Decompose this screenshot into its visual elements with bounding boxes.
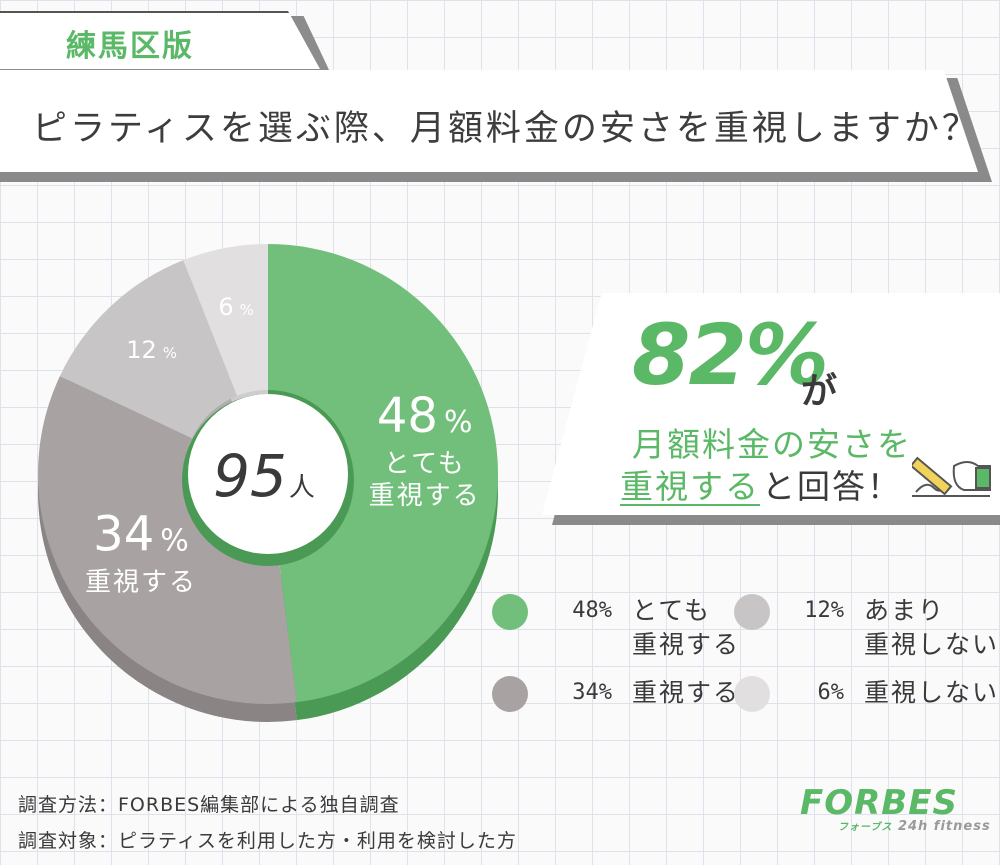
donut-slice (183, 244, 268, 396)
legend-label: 重視する (632, 678, 741, 707)
pencil-hand-icon (912, 456, 991, 497)
legend-item-not-important: 6% 重視しない (734, 676, 999, 712)
legend-label: あまり 重視しない (864, 594, 999, 662)
survey-target: 調査対象：ピラティスを利用した方・利用を検討した方 (18, 830, 517, 852)
legend-label-line: 重視する (632, 630, 741, 659)
callout-line-2-rest: と回答！ (762, 467, 902, 506)
legend-label-line: 重視しない (864, 630, 1000, 659)
legend-swatch (734, 594, 770, 630)
slice-percentage-label: 48% (377, 388, 473, 444)
slice-category-label: とても (384, 449, 466, 479)
slice-percentage-label: 34% (93, 506, 189, 562)
legend-item-very-important: 48% とても 重視する (492, 594, 740, 662)
question-title: ピラティスを選ぶ際、月額料金の安さを重視しますか？ (32, 109, 980, 149)
legend-swatch (492, 676, 528, 712)
legend-swatch (492, 594, 528, 630)
legend-item-important: 34% 重視する (492, 676, 740, 712)
legend-percentage: 12% (804, 598, 844, 623)
slice-category-label: 重視する (369, 481, 481, 511)
forbes-logo: FORBES (800, 783, 958, 823)
legend-swatch (734, 676, 770, 712)
legend-label-line: あまり (864, 596, 946, 625)
donut-slice (59, 260, 238, 439)
legend-label: 重視しない (864, 678, 1000, 707)
respondent-count: 95人 (213, 442, 315, 510)
donut-slices (37, 244, 499, 704)
question-banner: ピラティスを選ぶ際、月額料金の安さを重視しますか？ (0, 70, 978, 172)
region-tab: 練馬区版 (0, 11, 320, 69)
legend-item-not-very-important: 12% あまり 重視しない (734, 594, 999, 662)
survey-method: 調査方法：FORBES編集部による独自調査 (18, 794, 400, 816)
donut-hole (188, 394, 348, 554)
legend-percentage: 6% (817, 680, 845, 705)
slice-category-label: 重視する (85, 567, 197, 597)
callout-line-2-highlight: 重視する (620, 467, 760, 506)
logo-kana: フォーブス (838, 822, 893, 833)
legend-label-line: とても (632, 596, 712, 625)
forbes-logo-subtitle: フォーブス 24h fitness (838, 818, 991, 834)
donut-slice (268, 244, 499, 703)
callout-box (542, 293, 1000, 515)
slice-percentage-label: 6% (218, 293, 254, 321)
region-tag: 練馬区版 (66, 29, 194, 64)
legend-label: とても 重視する (632, 594, 740, 662)
slice-percentage-label: 12% (126, 336, 177, 364)
legend-percentage: 48% (572, 598, 612, 623)
logo-tagline: 24h fitness (897, 819, 991, 834)
callout-percentage: 82% (632, 306, 829, 404)
legend-percentage: 34% (572, 680, 612, 705)
callout-particle: が (801, 371, 838, 412)
donut-slice (37, 376, 297, 704)
callout-line-1: 月額料金の安さを (632, 425, 912, 464)
